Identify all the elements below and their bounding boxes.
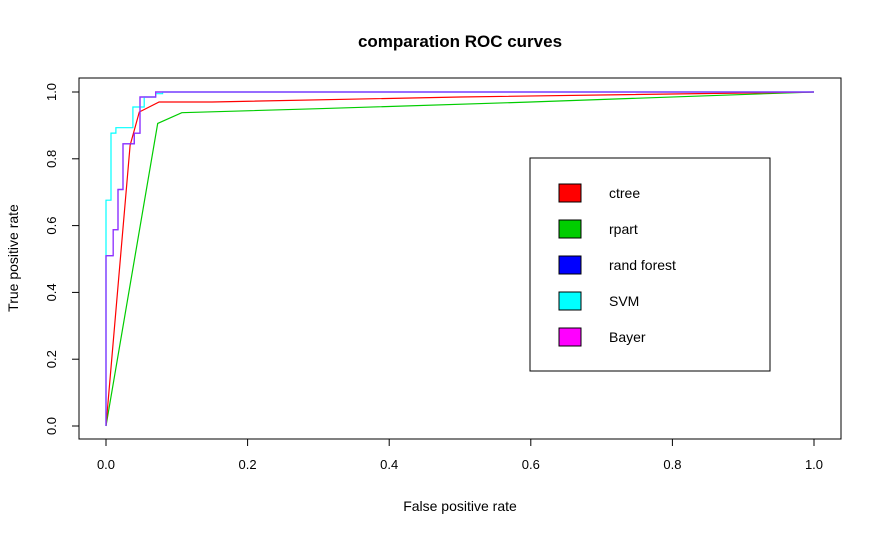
series-line-rpart [105, 91, 815, 427]
series-line-bayer [105, 91, 814, 426]
legend-swatch-bayer [558, 327, 582, 347]
y-tick-label: 0.0 [44, 417, 59, 435]
legend: ctree rpart rand forest SVM Bayer [529, 157, 771, 372]
y-tick-label: 0.6 [44, 217, 59, 235]
x-tick-label: 0.2 [239, 457, 257, 472]
x-axis: 0.0 0.2 0.4 0.6 0.8 1.0 [97, 438, 823, 472]
legend-label-rpart: rpart [609, 221, 638, 237]
y-tick-label: 0.2 [44, 350, 59, 368]
legend-label-svm: SVM [609, 293, 639, 309]
series-layer [105, 91, 815, 427]
y-tick-label: 0.4 [44, 283, 59, 301]
y-tick-label: 1.0 [44, 83, 59, 101]
series-line-svm [105, 91, 814, 426]
x-axis-label: False positive rate [403, 498, 517, 514]
series-line-ctree [105, 91, 815, 427]
x-tick-label: 0.0 [97, 457, 115, 472]
legend-label-ctree: ctree [609, 185, 640, 201]
legend-swatch-svm [558, 291, 582, 311]
legend-swatch-rand-forest [558, 255, 582, 275]
chart-title: comparation ROC curves [358, 32, 562, 51]
x-tick-label: 0.8 [663, 457, 681, 472]
legend-swatch-rpart [558, 219, 582, 239]
legend-swatch-ctree [558, 183, 582, 203]
y-axis: 0.0 0.2 0.4 0.6 0.8 1.0 [44, 83, 80, 435]
legend-label-bayer: Bayer [609, 329, 646, 345]
y-tick-label: 0.8 [44, 150, 59, 168]
x-tick-label: 0.4 [380, 457, 398, 472]
legend-label-rand-forest: rand forest [609, 257, 676, 273]
x-tick-label: 1.0 [805, 457, 823, 472]
y-axis-label: True positive rate [5, 204, 21, 312]
x-tick-label: 0.6 [522, 457, 540, 472]
